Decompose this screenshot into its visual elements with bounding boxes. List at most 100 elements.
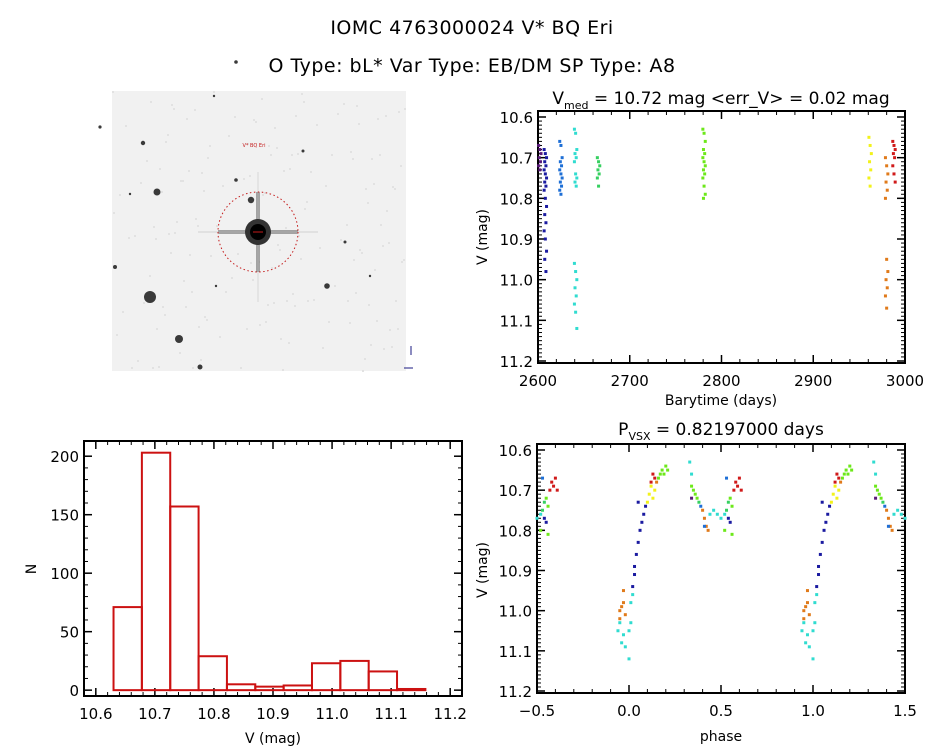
sky-noise — [213, 91, 215, 93]
sky-noise — [374, 269, 376, 271]
sky-noise — [307, 300, 309, 302]
histogram-ytick-label: 150 — [50, 507, 79, 525]
lightcurve-point-darkblue — [544, 164, 548, 168]
sky-noise — [347, 300, 349, 302]
sky-noise — [197, 225, 199, 227]
target-circle — [217, 191, 299, 273]
phase-point — [813, 621, 817, 625]
phase-point — [636, 500, 640, 504]
phase-point — [723, 512, 727, 516]
lightcurve-plot: Vmed = 10.72 mag <err_V> = 0.02 mag Bary… — [475, 89, 924, 409]
sky-noise — [264, 192, 266, 194]
lightcurve-point-cyan — [574, 270, 578, 274]
sky-noise — [192, 367, 194, 369]
sky-noise — [383, 348, 385, 350]
phase-point — [723, 528, 727, 532]
lightcurve-point-red — [891, 164, 895, 168]
lightcurve-ytick-label: 10.6 — [500, 109, 533, 127]
lightcurve-xlabel: Barytime (days) — [665, 393, 777, 409]
lightcurve-point-darkblue — [543, 237, 547, 241]
lightcurve-point-cyan — [574, 184, 578, 188]
phase-ytick-label: 11.1 — [499, 643, 532, 661]
lightcurve-point-green — [598, 164, 602, 168]
phase-point — [542, 516, 546, 520]
phase-title-main: P — [618, 420, 628, 440]
sky-noise — [270, 154, 272, 156]
phase-point — [644, 504, 648, 508]
phase-point — [688, 460, 692, 464]
sky-noise — [400, 165, 402, 167]
sky-noise — [273, 302, 275, 304]
phase-point — [726, 500, 730, 504]
lightcurve-point-darkblue — [543, 152, 547, 156]
phase-point — [804, 605, 808, 609]
sky-noise — [325, 185, 327, 187]
histogram-bar — [282, 684, 313, 692]
sky-noise — [328, 321, 330, 323]
sky-noise — [283, 170, 285, 172]
lightcurve-point-orange — [885, 306, 889, 310]
histogram-ylabel: N — [24, 564, 40, 574]
sky-noise — [285, 227, 287, 229]
histogram-xtick-label: 10.6 — [79, 705, 112, 723]
sky-noise — [250, 262, 252, 264]
phase-point — [730, 532, 734, 536]
phase-point — [846, 472, 850, 476]
lightcurve-point-blue — [559, 192, 563, 196]
sky-noise — [168, 233, 170, 235]
phase-point — [649, 480, 653, 484]
sky-noise — [225, 291, 227, 293]
sky-noise — [170, 252, 172, 254]
lightcurve-point-yellow — [869, 152, 873, 156]
sky-noise — [379, 154, 381, 156]
phase-point — [899, 512, 903, 516]
lightcurve-point-darkblue — [542, 188, 546, 192]
sky-noise — [306, 201, 308, 203]
lightcurve-point-orange — [886, 172, 890, 176]
sky-noise — [161, 191, 163, 193]
sky-noise — [182, 180, 184, 182]
sky-noise — [334, 285, 336, 287]
phase-ytick-label: 11.2 — [499, 683, 532, 701]
phase-point — [800, 629, 804, 633]
phase-ytick-label: 10.9 — [499, 563, 532, 581]
sky-noise — [146, 160, 148, 162]
phase-point — [541, 508, 545, 512]
lightcurve-point-cyan — [573, 286, 577, 290]
page-title: IOMC 4763000024 V* BQ Eri — [330, 17, 614, 39]
phase-point — [651, 496, 655, 500]
sky-noise — [395, 300, 397, 302]
sky-noise — [282, 369, 284, 371]
field-star — [214, 284, 218, 288]
phase-point — [833, 484, 837, 488]
phase-point — [837, 488, 841, 492]
phase-point — [664, 464, 668, 468]
sky-noise — [403, 259, 405, 261]
phase-point — [840, 476, 844, 480]
histogram-xtick-label: 11.2 — [433, 705, 466, 723]
lightcurve-point-darkblue — [544, 270, 548, 274]
sky-noise — [137, 360, 139, 362]
phase-point — [546, 504, 550, 508]
lightcurve-point-cyan — [574, 156, 578, 160]
phase-point — [638, 528, 642, 532]
field-star — [324, 283, 330, 289]
sky-noise — [173, 108, 175, 110]
lightcurve-point-lime — [702, 184, 706, 188]
phase-plot: PVSX = 0.82197000 days phase V (mag) −0.… — [475, 420, 917, 745]
field-star — [247, 196, 255, 204]
histogram-plot: V (mag) N 10.6 10.7 10.8 10.9 11.0 11.1 11.2 0 5… — [24, 440, 467, 747]
phase-point — [728, 496, 732, 500]
phase-point — [699, 504, 703, 508]
sky-noise — [397, 328, 399, 330]
lightcurve-point-cyan — [575, 278, 579, 282]
histogram-xtick-label: 10.8 — [197, 705, 230, 723]
phase-ytick-label: 10.8 — [499, 522, 532, 540]
lightcurve-point-lime — [703, 139, 707, 143]
phase-point — [631, 585, 635, 589]
lightcurve-point-red — [893, 156, 897, 160]
lightcurve-point-blue — [559, 143, 563, 147]
sky-noise — [271, 267, 273, 269]
lightcurve-frame — [537, 110, 906, 364]
sky-noise — [162, 306, 164, 308]
